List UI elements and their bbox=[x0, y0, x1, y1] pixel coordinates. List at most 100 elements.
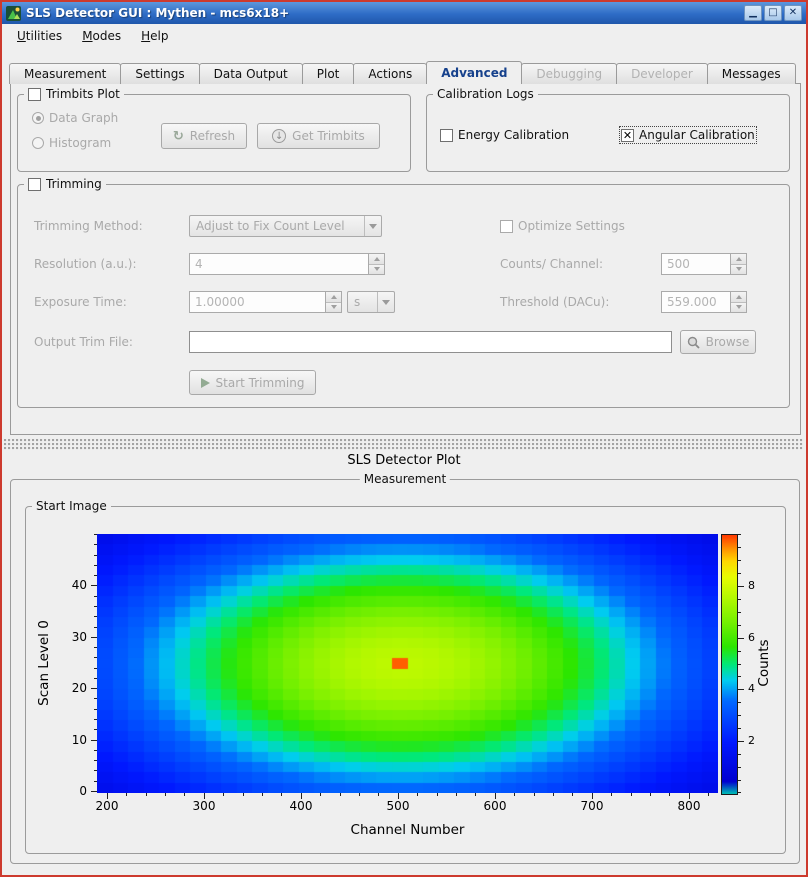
axis-tick-label: 40 bbox=[71, 578, 87, 592]
checkbox-box bbox=[440, 128, 453, 142]
axis-tick bbox=[359, 793, 360, 796]
menu-item-utilities[interactable]: Utilities bbox=[17, 29, 63, 43]
axis-tick bbox=[738, 612, 741, 613]
y-axis-ticks bbox=[89, 534, 97, 793]
axis-tick-label: 8 bbox=[748, 579, 755, 592]
trimming-method-label: Trimming Method: bbox=[34, 219, 143, 233]
axis-tick bbox=[94, 596, 97, 597]
app-icon bbox=[6, 5, 21, 21]
axis-tick bbox=[94, 647, 97, 648]
x-axis-ticks bbox=[97, 793, 718, 801]
axis-tick bbox=[126, 793, 127, 796]
axis-tick bbox=[378, 793, 379, 796]
axis-tick bbox=[91, 585, 97, 586]
angular-calibration-checkbox[interactable]: Angular Calibration bbox=[619, 126, 757, 144]
tab-messages[interactable]: Messages bbox=[706, 63, 796, 84]
tab-actions[interactable]: Actions bbox=[353, 63, 428, 84]
axis-tick bbox=[738, 534, 741, 535]
tab-developer: Developer bbox=[616, 63, 708, 84]
maximize-button[interactable]: □ bbox=[764, 5, 782, 21]
axis-tick-label: 800 bbox=[677, 799, 701, 813]
axis-tick bbox=[738, 767, 741, 768]
calibration-logs-group: Calibration Logs Energy Calibration Angu… bbox=[426, 86, 790, 172]
axis-tick bbox=[738, 702, 741, 703]
axis-tick bbox=[738, 586, 744, 587]
axis-tick bbox=[94, 678, 97, 679]
axis-tick-label: 10 bbox=[71, 733, 87, 747]
threshold-label: Threshold (DACu): bbox=[500, 295, 610, 309]
menu-item-modes[interactable]: Modes bbox=[82, 29, 122, 43]
heatmap-plot[interactable] bbox=[97, 534, 718, 793]
axis-tick bbox=[94, 760, 97, 761]
radio-circle bbox=[32, 112, 44, 124]
axis-tick bbox=[534, 793, 535, 796]
tab-advanced[interactable]: Advanced bbox=[426, 61, 523, 84]
spin-up-button bbox=[731, 254, 746, 264]
axis-tick bbox=[417, 793, 418, 796]
tab-measurement[interactable]: Measurement bbox=[9, 63, 122, 84]
axis-tick bbox=[495, 793, 496, 799]
axis-tick-label: 300 bbox=[192, 799, 216, 813]
axis-tick bbox=[301, 793, 302, 799]
axis-tick bbox=[631, 793, 632, 796]
colorbar-labels: 2 4 6 8 bbox=[748, 534, 772, 793]
group-title-label: Measurement bbox=[363, 472, 447, 486]
axis-tick bbox=[281, 793, 282, 796]
axis-tick bbox=[94, 729, 97, 730]
download-icon: ↓ bbox=[272, 129, 287, 143]
axis-tick bbox=[320, 793, 321, 796]
tab-debugging: Debugging bbox=[521, 63, 618, 84]
menu-item-help[interactable]: Help bbox=[141, 29, 169, 43]
close-button[interactable]: ✕ bbox=[784, 5, 802, 21]
titlebar[interactable]: SLS Detector GUI : Mythen - mcs6x18+ ▁ □… bbox=[2, 2, 806, 24]
axis-tick bbox=[738, 625, 741, 626]
axis-tick bbox=[514, 793, 515, 796]
axis-tick bbox=[738, 573, 741, 574]
checkbox-box bbox=[621, 128, 634, 142]
minimize-button[interactable]: ▁ bbox=[744, 5, 762, 21]
tab-settings[interactable]: Settings bbox=[120, 63, 200, 84]
axis-tick bbox=[94, 668, 97, 669]
start-image-group: Start Image bbox=[25, 498, 786, 854]
group-title-label: Start Image bbox=[36, 499, 107, 513]
axis-tick bbox=[650, 793, 651, 796]
axis-tick bbox=[456, 793, 457, 796]
axis-tick-label: 700 bbox=[580, 799, 604, 813]
group-title-label: Trimming bbox=[46, 177, 102, 191]
tab-data-output[interactable]: Data Output bbox=[198, 63, 303, 84]
axis-tick bbox=[94, 770, 97, 771]
axis-tick bbox=[738, 741, 744, 742]
energy-calibration-checkbox[interactable]: Energy Calibration bbox=[440, 128, 569, 142]
browse-button: Browse bbox=[680, 330, 756, 354]
axis-tick bbox=[262, 793, 263, 796]
tab-plot[interactable]: Plot bbox=[301, 63, 355, 84]
axis-tick bbox=[94, 657, 97, 658]
axis-tick bbox=[738, 754, 741, 755]
menubar: Utilities Modes Help bbox=[2, 24, 806, 48]
trimbits-plot-checkbox[interactable]: Trimbits Plot bbox=[28, 87, 120, 101]
group-title-label: Trimbits Plot bbox=[46, 87, 120, 101]
axis-tick bbox=[94, 616, 97, 617]
plot-dock-title: SLS Detector Plot bbox=[347, 453, 461, 468]
start-trimming-button: Start Trimming bbox=[189, 370, 316, 395]
axis-tick bbox=[204, 793, 205, 799]
counts-per-channel-label: Counts/ Channel: bbox=[500, 257, 604, 271]
trimbits-plot-group: Trimbits Plot Data Graph Histogram ↻ Ref… bbox=[17, 86, 411, 172]
checkbox-label: Angular Calibration bbox=[639, 128, 755, 142]
axis-tick bbox=[738, 664, 741, 665]
axis-tick bbox=[94, 555, 97, 556]
magnifier-icon bbox=[687, 336, 700, 349]
splitter-handle[interactable] bbox=[4, 439, 804, 450]
axis-tick-label: 20 bbox=[71, 681, 87, 695]
axis-tick bbox=[738, 560, 741, 561]
resolution-spinbox: 4 bbox=[189, 253, 385, 275]
axis-tick bbox=[94, 781, 97, 782]
axis-tick bbox=[738, 676, 741, 677]
axis-tick bbox=[94, 534, 97, 535]
trimming-checkbox[interactable]: Trimming bbox=[28, 177, 102, 191]
chevron-down-icon bbox=[364, 216, 381, 236]
output-trim-file-input bbox=[189, 331, 672, 353]
spin-down-button bbox=[369, 263, 384, 274]
axis-tick bbox=[689, 793, 690, 799]
exposure-time-label: Exposure Time: bbox=[34, 295, 127, 309]
